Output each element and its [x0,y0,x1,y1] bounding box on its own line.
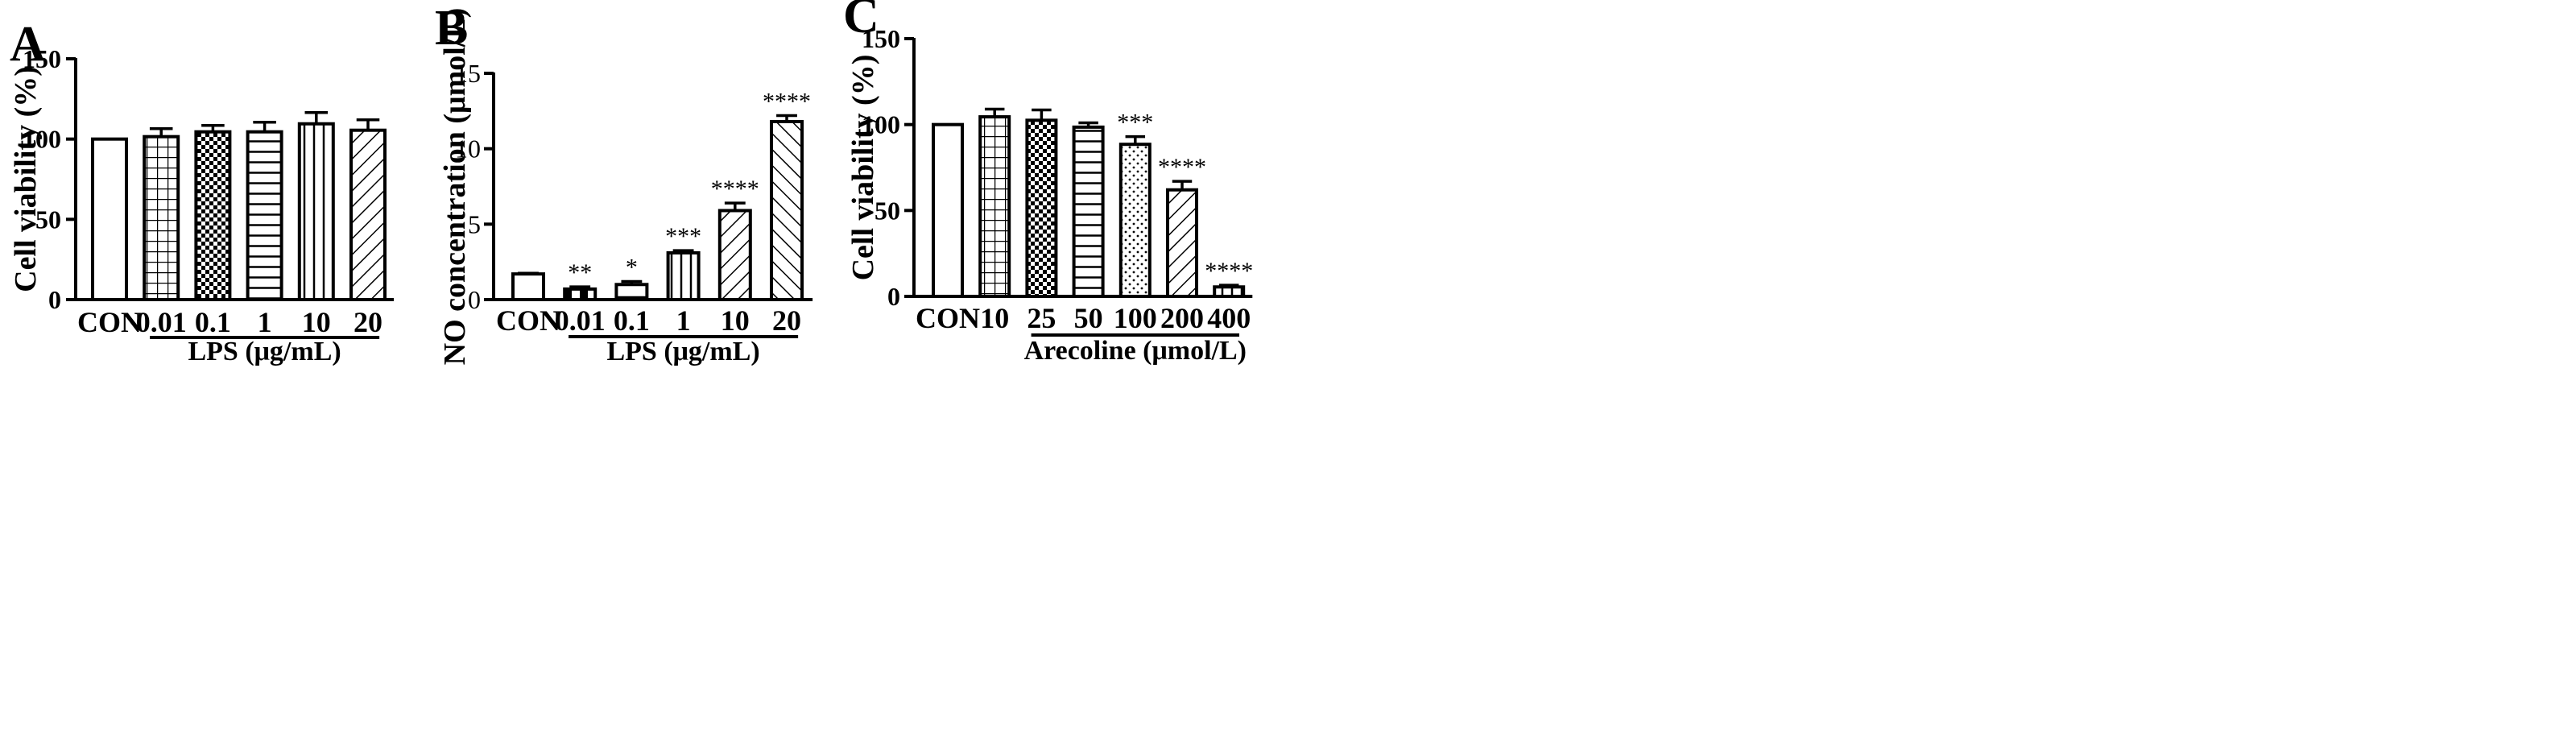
significance-label: *** [665,223,701,250]
significance-label: **** [1158,154,1206,180]
y-tick-label: 50 [875,196,900,225]
x-tick-label: 0.01 [136,306,187,338]
y-tick-label: 100 [862,110,900,139]
x-tick-label: 200 [1160,302,1204,334]
x-tick-label: 10 [980,302,1009,334]
bar [614,283,649,301]
panel-label: A [10,17,46,72]
x-tick-label: CON [77,306,142,338]
bar [1025,118,1058,298]
y-tick-label: 50 [35,205,61,234]
x-axis-label: LPS (μg/mL) [606,337,759,366]
x-tick-label: 0.01 [555,304,606,337]
y-tick-label: 5 [468,209,481,238]
y-tick-label: 150 [862,24,900,53]
y-axis-label: NO concentration (μmol/L) [438,8,472,366]
bar [297,122,335,301]
y-tick-label: 100 [23,125,61,154]
x-tick-label: 1 [258,306,272,338]
bar [563,287,597,301]
bar [511,272,545,301]
significance-label: **** [711,176,759,202]
y-axis-label: Cell viability (%) [9,66,43,292]
x-tick-label: 50 [1074,302,1103,334]
x-tick-label: 10 [721,304,750,337]
bar [1072,125,1105,298]
significance-label: *** [1117,110,1153,136]
y-tick-label: 0 [887,282,900,311]
x-tick-label: 25 [1027,302,1056,334]
bar [717,209,752,301]
bar [1166,188,1198,298]
x-tick-label: 0.1 [195,306,231,338]
significance-label: ** [568,259,592,286]
panel-label: C [843,0,879,43]
y-tick-label: 0 [468,285,481,314]
x-tick-label: CON [916,302,980,334]
y-tick-label: 15 [455,59,481,88]
panel-label: B [435,1,468,56]
bar [194,130,232,301]
significance-label: **** [763,88,811,114]
bar [1213,285,1246,298]
bar [349,128,387,301]
bar [1118,143,1152,298]
x-tick-label: CON [496,304,560,337]
bar [666,250,701,301]
x-tick-label: 20 [354,306,382,338]
bar [932,122,964,298]
x-tick-label: 100 [1114,302,1157,334]
x-axis-label: Arecoline (μmol/L) [1024,336,1247,366]
bar [978,115,1011,298]
bar [246,130,283,301]
significance-label: * [626,254,638,281]
y-tick-label: 150 [23,44,61,73]
x-tick-label: 20 [772,304,801,337]
bar [770,119,804,301]
bar [143,134,180,301]
x-tick-label: 400 [1207,302,1251,334]
x-tick-label: 10 [302,306,331,338]
x-tick-label: 1 [676,304,691,337]
y-tick-label: 10 [455,134,481,163]
bar [91,137,128,301]
x-axis-label: LPS (μg/mL) [188,337,341,366]
significance-label: **** [1205,258,1253,284]
y-tick-label: 0 [48,285,61,314]
x-tick-label: 0.1 [614,304,650,337]
y-axis-label: Cell viability (%) [846,55,880,281]
